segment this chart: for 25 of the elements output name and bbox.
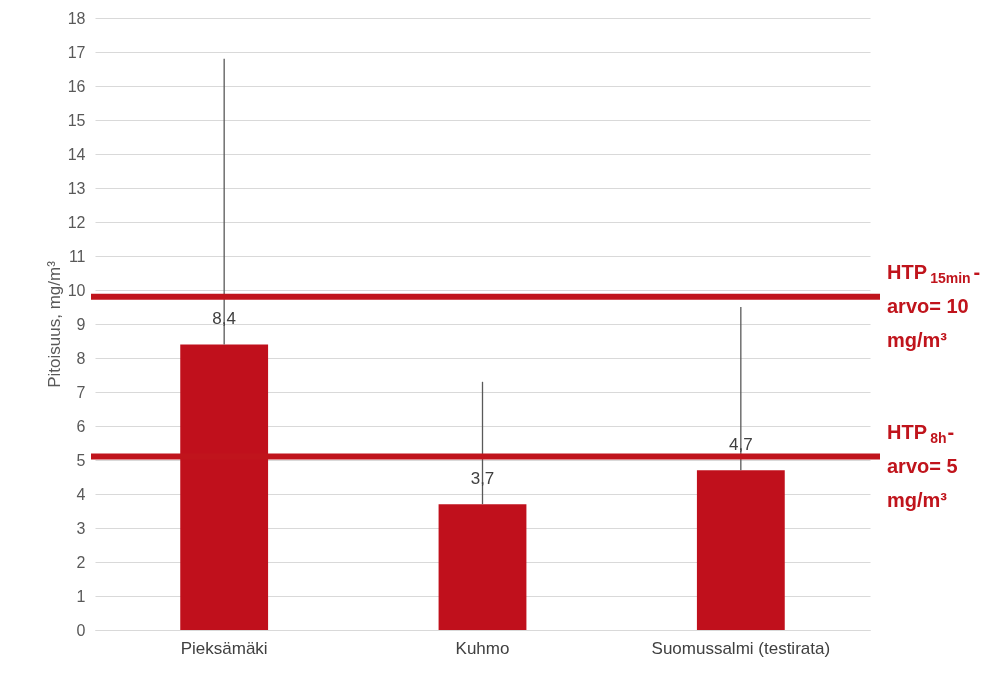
bar	[696, 470, 785, 630]
y-tick-label: 11	[68, 247, 86, 265]
y-tick-label: 17	[67, 43, 86, 61]
y-tick-label: 4	[76, 485, 86, 503]
y-tick-label: 2	[76, 553, 86, 571]
y-tick-label: 18	[67, 9, 86, 27]
y-tick-label: 5	[76, 451, 86, 469]
y-tick-label: 14	[67, 145, 86, 163]
y-tick-label: 0	[76, 621, 86, 639]
y-tick-label: 1	[76, 587, 86, 605]
y-tick-label: 15	[67, 111, 86, 129]
y-tick-label: 12	[67, 213, 86, 231]
y-tick-label: 3	[76, 519, 86, 537]
bar	[438, 504, 527, 630]
y-tick-label: 10	[67, 281, 86, 299]
x-tick-label: Kuhmo	[455, 638, 510, 658]
y-axis-title: Pitoisuus, mg/m³	[44, 260, 64, 388]
x-tick-label: Suomussalmi (testirata)	[651, 638, 831, 658]
y-tick-label: 16	[67, 77, 86, 95]
x-tick-label: Pieksämäki	[180, 638, 268, 658]
y-tick-label: 7	[76, 383, 86, 401]
y-tick-label: 9	[76, 315, 86, 333]
y-tick-label: 8	[76, 349, 86, 367]
y-tick-label: 13	[67, 179, 86, 197]
y-tick-label: 6	[76, 417, 86, 435]
